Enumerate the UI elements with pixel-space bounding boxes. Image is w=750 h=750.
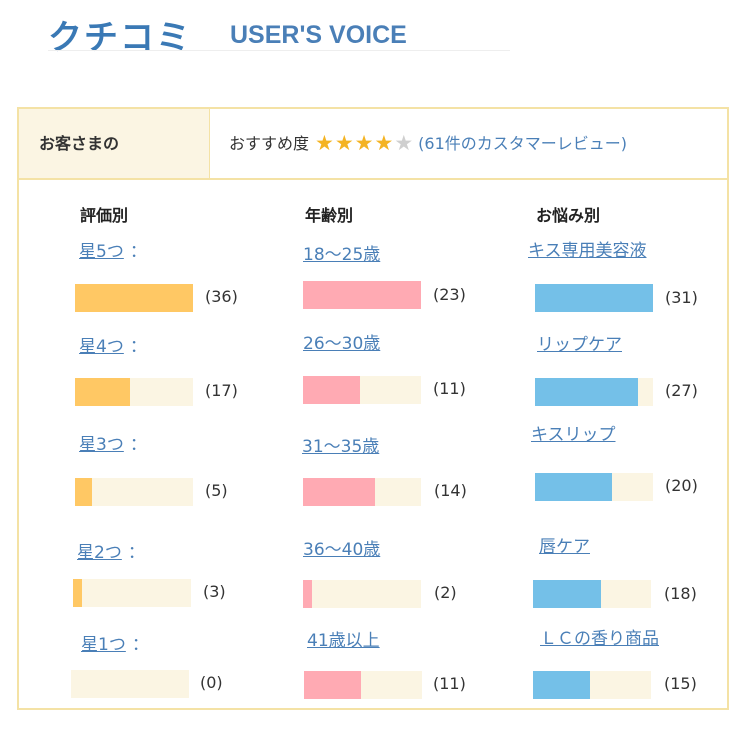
rating-breakdown-heading: 評価別 [80, 206, 129, 225]
rating-summary: おすすめ度 ★★★★★ (61件のカスタマーレビュー) [229, 109, 627, 178]
concern-bar-lc-fragrance [533, 671, 651, 699]
age-bar-fill-36-40 [303, 580, 313, 608]
concern-bar-kiss-lip [535, 473, 653, 501]
concern-breakdown-heading: お悩み別 [536, 206, 601, 225]
summary-header: お客さまの おすすめ度 ★★★★★ (61件のカスタマーレビュー) [19, 109, 727, 180]
age-count-31-35: (14) [434, 481, 467, 500]
summary-label: お客さまの [19, 109, 209, 178]
age-bar-18-25 [303, 281, 421, 309]
filter-link-age-41-plus[interactable]: 41歳以上 [307, 631, 380, 651]
star-empty-icon: ★ [394, 131, 415, 155]
concern-bar-fill-kiss-serum [535, 284, 653, 312]
rating-bar-fill-4 [75, 378, 131, 406]
filter-link-1-star[interactable]: 星1つ： [81, 635, 149, 655]
age-count-26-30: (11) [433, 379, 466, 398]
age-bar-26-30 [303, 376, 421, 404]
summary-divider [209, 109, 210, 178]
title-divider [48, 50, 510, 51]
filter-link-lip-treatment[interactable]: 唇ケア [539, 537, 590, 557]
filter-link-lip-care[interactable]: リップケア [537, 335, 622, 355]
filter-link-age-36-40[interactable]: 36〜40歳 [303, 540, 381, 560]
concern-bar-lip-care [535, 378, 653, 406]
filter-link-age-18-25[interactable]: 18〜25歳 [303, 245, 381, 265]
filter-link-kiss-serum[interactable]: キス専用美容液 [528, 241, 647, 261]
rating-count-5: (36) [205, 287, 238, 306]
rating-bar-fill-2 [73, 579, 83, 607]
age-bar-31-35 [303, 478, 421, 506]
rating-count-3: (5) [205, 481, 228, 500]
filter-link-2-stars[interactable]: 星2つ： [77, 543, 145, 563]
age-count-36-40: (2) [434, 583, 457, 602]
concern-count-lip-treatment: (18) [664, 584, 697, 603]
concern-count-kiss-serum: (31) [665, 288, 698, 307]
concern-bar-fill-lc-fragrance [533, 671, 590, 699]
star-filled-icon: ★ [374, 131, 395, 155]
age-bar-41-plus [304, 671, 422, 699]
rating-bar-4 [75, 378, 193, 406]
page-subtitle: USER'S VOICE [230, 21, 407, 49]
age-bar-fill-31-35 [303, 478, 375, 506]
filter-link-4-stars[interactable]: 星4つ： [79, 337, 147, 357]
rating-bar-fill-5 [75, 284, 193, 312]
rating-bar-fill-3 [75, 478, 92, 506]
rating-bar-3 [75, 478, 193, 506]
concern-count-kiss-lip: (20) [665, 476, 698, 495]
filter-link-lc-fragrance[interactable]: ＬＣの香り商品 [540, 629, 659, 649]
filter-link-age-31-35[interactable]: 31〜35歳 [302, 437, 380, 457]
star-rating: ★★★★★ [315, 109, 414, 178]
rating-bar-2 [73, 579, 191, 607]
age-count-41-plus: (11) [433, 674, 466, 693]
age-bar-fill-41-plus [304, 671, 361, 699]
rating-count-2: (3) [203, 582, 226, 601]
star-filled-icon: ★ [354, 131, 375, 155]
concern-bar-fill-kiss-lip [535, 473, 612, 501]
rating-bar-5 [75, 284, 193, 312]
star-filled-icon: ★ [334, 131, 355, 155]
age-bar-36-40 [303, 580, 421, 608]
concern-bar-kiss-serum [535, 284, 653, 312]
age-breakdown-heading: 年齢別 [305, 206, 354, 225]
age-bar-fill-18-25 [303, 281, 421, 309]
concern-count-lip-care: (27) [665, 381, 698, 400]
age-bar-fill-26-30 [303, 376, 360, 404]
rating-bar-1 [71, 670, 189, 698]
review-count-link[interactable]: (61件のカスタマーレビュー) [418, 134, 628, 153]
concern-count-lc-fragrance: (15) [664, 674, 697, 693]
rating-count-4: (17) [205, 381, 238, 400]
concern-bar-lip-treatment [533, 580, 651, 608]
filter-link-3-stars[interactable]: 星3つ： [79, 435, 147, 455]
rating-count-1: (0) [200, 673, 223, 692]
star-filled-icon: ★ [315, 131, 335, 155]
rating-label: おすすめ度 [229, 134, 310, 153]
review-panel: お客さまの おすすめ度 ★★★★★ (61件のカスタマーレビュー) [17, 107, 729, 710]
filter-link-age-26-30[interactable]: 26〜30歳 [303, 334, 381, 354]
concern-bar-fill-lip-care [535, 378, 638, 406]
filter-link-kiss-lip[interactable]: キスリップ [531, 425, 616, 445]
age-count-18-25: (23) [433, 285, 466, 304]
page-title: クチコミ [48, 18, 192, 58]
filter-link-5-stars[interactable]: 星5つ： [79, 242, 147, 262]
concern-bar-fill-lip-treatment [533, 580, 602, 608]
